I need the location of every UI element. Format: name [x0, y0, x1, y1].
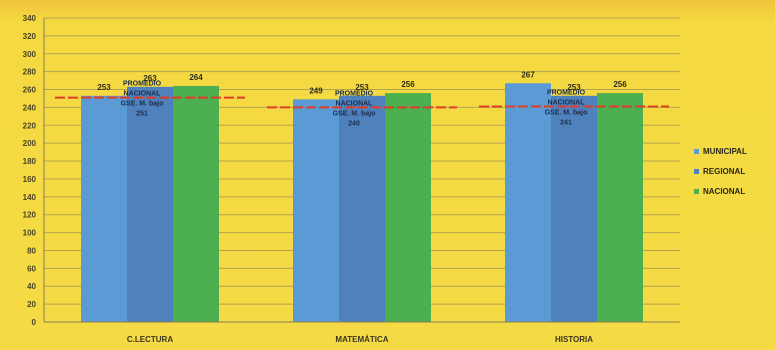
- data-label: 267: [521, 70, 535, 79]
- data-label: 253: [567, 83, 581, 92]
- bar-regional: [551, 95, 597, 322]
- y-tick-label: 240: [23, 103, 37, 112]
- bar-regional: [127, 86, 173, 322]
- data-label: 249: [309, 86, 323, 95]
- y-tick-label: 60: [27, 264, 36, 273]
- y-tick-label: 260: [23, 86, 37, 95]
- legend-swatch: [694, 169, 699, 174]
- y-tick-label: 100: [23, 229, 37, 238]
- y-tick-label: 220: [23, 121, 37, 130]
- reference-annotation: 240: [348, 120, 360, 127]
- bar-municipal: [81, 95, 127, 322]
- y-tick-label: 80: [27, 246, 36, 255]
- reference-annotation: PROMEDIO: [123, 81, 162, 88]
- legend-swatch: [694, 149, 699, 154]
- y-tick-label: 320: [23, 32, 37, 41]
- y-tick-label: 160: [23, 175, 37, 184]
- y-tick-label: 120: [23, 211, 37, 220]
- reference-annotation: NACIONAL: [124, 91, 162, 98]
- data-label: 253: [97, 83, 111, 92]
- bar-nacional: [597, 93, 643, 322]
- reference-annotation: 241: [560, 120, 572, 127]
- reference-annotation: GSE. M. bajo: [545, 110, 588, 117]
- y-tick-label: 40: [27, 282, 36, 291]
- bar-regional: [339, 95, 385, 322]
- y-tick-label: 200: [23, 139, 37, 148]
- legend-swatch: [694, 189, 699, 194]
- data-label: 256: [613, 80, 627, 89]
- legend-label: MUNICIPAL: [703, 147, 747, 156]
- legend-label: REGIONAL: [703, 167, 745, 176]
- bar-municipal: [293, 99, 339, 322]
- bar-municipal: [505, 83, 551, 322]
- reference-annotation: NACIONAL: [336, 100, 374, 107]
- data-label: 264: [189, 73, 203, 82]
- data-label: 256: [401, 80, 415, 89]
- y-tick-label: 140: [23, 193, 37, 202]
- y-tick-label: 280: [23, 68, 37, 77]
- bar-nacional: [173, 85, 219, 322]
- y-tick-label: 180: [23, 157, 37, 166]
- x-category-label: MATEMÁTICA: [335, 335, 388, 344]
- reference-annotation: PROMEDIO: [335, 90, 374, 97]
- reference-annotation: PROMEDIO: [547, 90, 586, 97]
- bar-nacional: [385, 93, 431, 322]
- reference-annotation: GSE. M. bajo: [333, 110, 376, 117]
- y-tick-label: 20: [27, 300, 36, 309]
- reference-annotation: NACIONAL: [548, 100, 586, 107]
- reference-annotation: 251: [136, 111, 148, 118]
- y-tick-label: 340: [23, 14, 37, 23]
- data-label: 253: [355, 83, 369, 92]
- x-category-label: C.LECTURA: [127, 335, 173, 344]
- reference-annotation: GSE. M. bajo: [121, 101, 164, 108]
- y-tick-label: 300: [23, 50, 37, 59]
- data-label: 263: [143, 74, 157, 83]
- x-category-label: HISTORIA: [555, 335, 593, 344]
- y-tick-label: 0: [32, 318, 37, 327]
- legend-label: NACIONAL: [703, 187, 745, 196]
